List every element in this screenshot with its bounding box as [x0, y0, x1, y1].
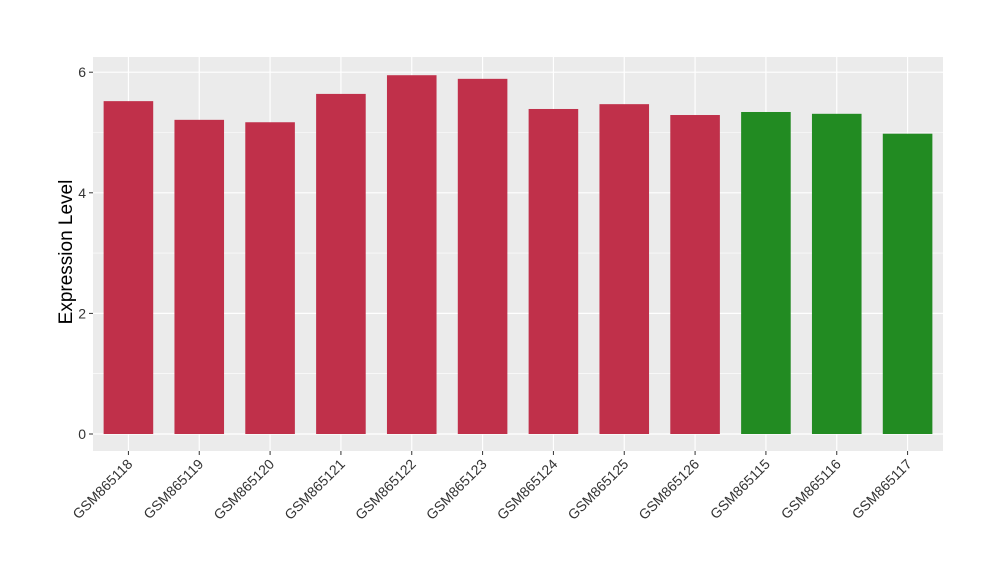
x-tick-label: GSM865122 [352, 456, 419, 523]
y-tick-label: 2 [78, 305, 86, 321]
y-tick-label: 0 [78, 426, 86, 442]
bar-GSM865126 [670, 115, 720, 434]
x-tick-label: GSM865125 [564, 456, 631, 523]
x-tick-label: GSM865120 [210, 456, 277, 523]
bar-GSM865115 [741, 111, 791, 435]
x-tick-label: GSM865123 [423, 456, 490, 523]
x-tick-label: GSM865119 [140, 456, 206, 522]
x-tick-label: GSM865126 [635, 456, 702, 523]
bar-GSM865124 [528, 108, 579, 434]
bar-GSM865117 [882, 133, 933, 434]
bar-GSM865119 [174, 119, 225, 434]
x-tick-label: GSM865115 [707, 456, 773, 522]
y-tick-label: 4 [78, 185, 86, 201]
y-axis-label: Expression Level [56, 180, 77, 325]
x-tick-label: GSM865124 [494, 456, 561, 523]
bar-GSM865123 [457, 78, 508, 434]
bar-GSM865120 [245, 122, 295, 435]
bar-GSM865116 [811, 113, 862, 434]
bar-GSM865122 [386, 75, 437, 434]
bar-GSM865121 [316, 93, 366, 435]
x-tick-label: GSM865116 [778, 456, 844, 522]
y-tick-label: 6 [78, 64, 86, 80]
bar-GSM865125 [599, 104, 650, 434]
x-tick-label: GSM865117 [849, 456, 915, 522]
plot-panel [93, 57, 943, 451]
x-tick-label: GSM865118 [69, 456, 135, 522]
x-tick-label: GSM865121 [281, 456, 348, 523]
bar-GSM865118 [103, 101, 154, 435]
